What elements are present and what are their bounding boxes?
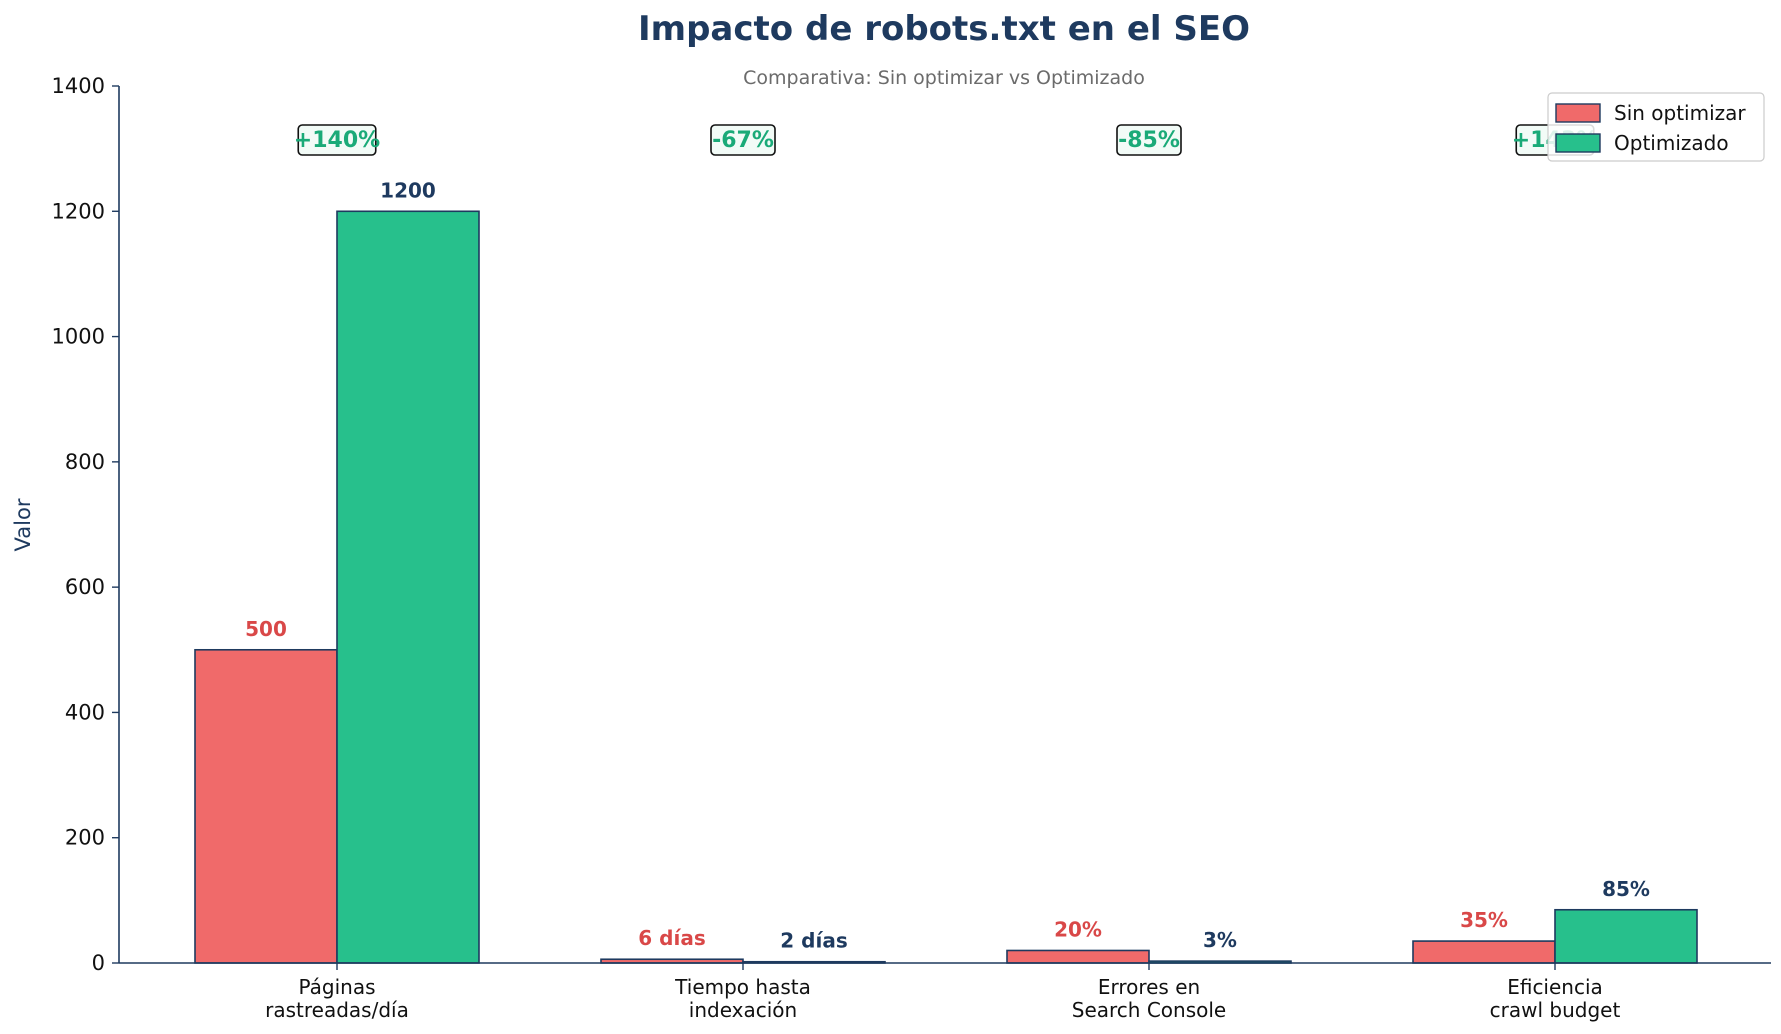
bars-group <box>194 210 1698 964</box>
change-label: +140% <box>294 128 380 153</box>
y-tick-label: 1000 <box>52 325 105 349</box>
bar-optimizado <box>1554 908 1698 964</box>
change-badge-box <box>297 124 377 156</box>
data-label: 6 días <box>638 926 705 950</box>
legend-swatch <box>1555 133 1601 153</box>
x-tick-label: Eficiencia <box>1507 975 1603 999</box>
legend: Sin optimizar Optimizado <box>1547 92 1765 162</box>
change-badges: +140%-67%-85%+143% <box>294 124 1598 156</box>
y-tick-label: 800 <box>65 450 105 474</box>
data-label: 500 <box>245 617 287 641</box>
x-tick-label: Search Console <box>1072 998 1226 1022</box>
data-label: 20% <box>1054 917 1102 941</box>
y-tick-label: 1400 <box>52 74 105 98</box>
value-labels: 500 1200 6 días 2 días 20% 3% 35% 85% <box>245 178 1650 952</box>
legend-box <box>1547 92 1765 162</box>
x-tick-label: indexación <box>689 998 797 1022</box>
legend-swatch <box>1555 103 1601 123</box>
y-tick-label: 400 <box>65 700 105 724</box>
change-badge-box <box>1116 124 1182 156</box>
y-tick-label: 0 <box>92 951 105 975</box>
x-tick-label: Tiempo hasta <box>674 975 811 999</box>
data-label: 2 días <box>780 929 847 953</box>
x-tick-label: crawl budget <box>1490 998 1621 1022</box>
change-badge: +140% <box>294 124 380 156</box>
bar-sin-optimizar <box>194 648 338 964</box>
change-badge: -85% <box>1116 124 1182 156</box>
chart-title: Impacto de robots.txt en el SEO <box>638 9 1250 49</box>
y-tick-label: 600 <box>65 575 105 599</box>
change-badge-box <box>710 124 776 156</box>
data-label: 35% <box>1460 908 1508 932</box>
change-badge: -67% <box>710 124 776 156</box>
data-label: 1200 <box>380 178 436 202</box>
y-axis-ticks: 0 200 400 600 800 1000 1200 1400 <box>52 74 119 975</box>
bar-optimizado <box>336 210 480 964</box>
x-tick-label: rastreadas/día <box>265 998 409 1022</box>
chart-subtitle: Comparativa: Sin optimizar vs Optimizado <box>743 67 1145 89</box>
bar-sin-optimizar <box>1006 949 1150 964</box>
x-tick-label: Errores en <box>1098 975 1200 999</box>
change-label: -85% <box>1118 128 1180 153</box>
y-axis-title: Valor <box>11 498 35 551</box>
y-tick-label: 1200 <box>52 199 105 223</box>
data-label: 3% <box>1203 928 1237 952</box>
x-tick-label: Páginas <box>298 975 375 999</box>
y-tick-label: 200 <box>65 826 105 850</box>
data-label: 85% <box>1602 877 1650 901</box>
legend-label: Sin optimizar <box>1614 101 1746 125</box>
bar-sin-optimizar <box>1412 940 1556 964</box>
legend-label: Optimizado <box>1614 131 1729 155</box>
change-label: -67% <box>712 128 774 153</box>
